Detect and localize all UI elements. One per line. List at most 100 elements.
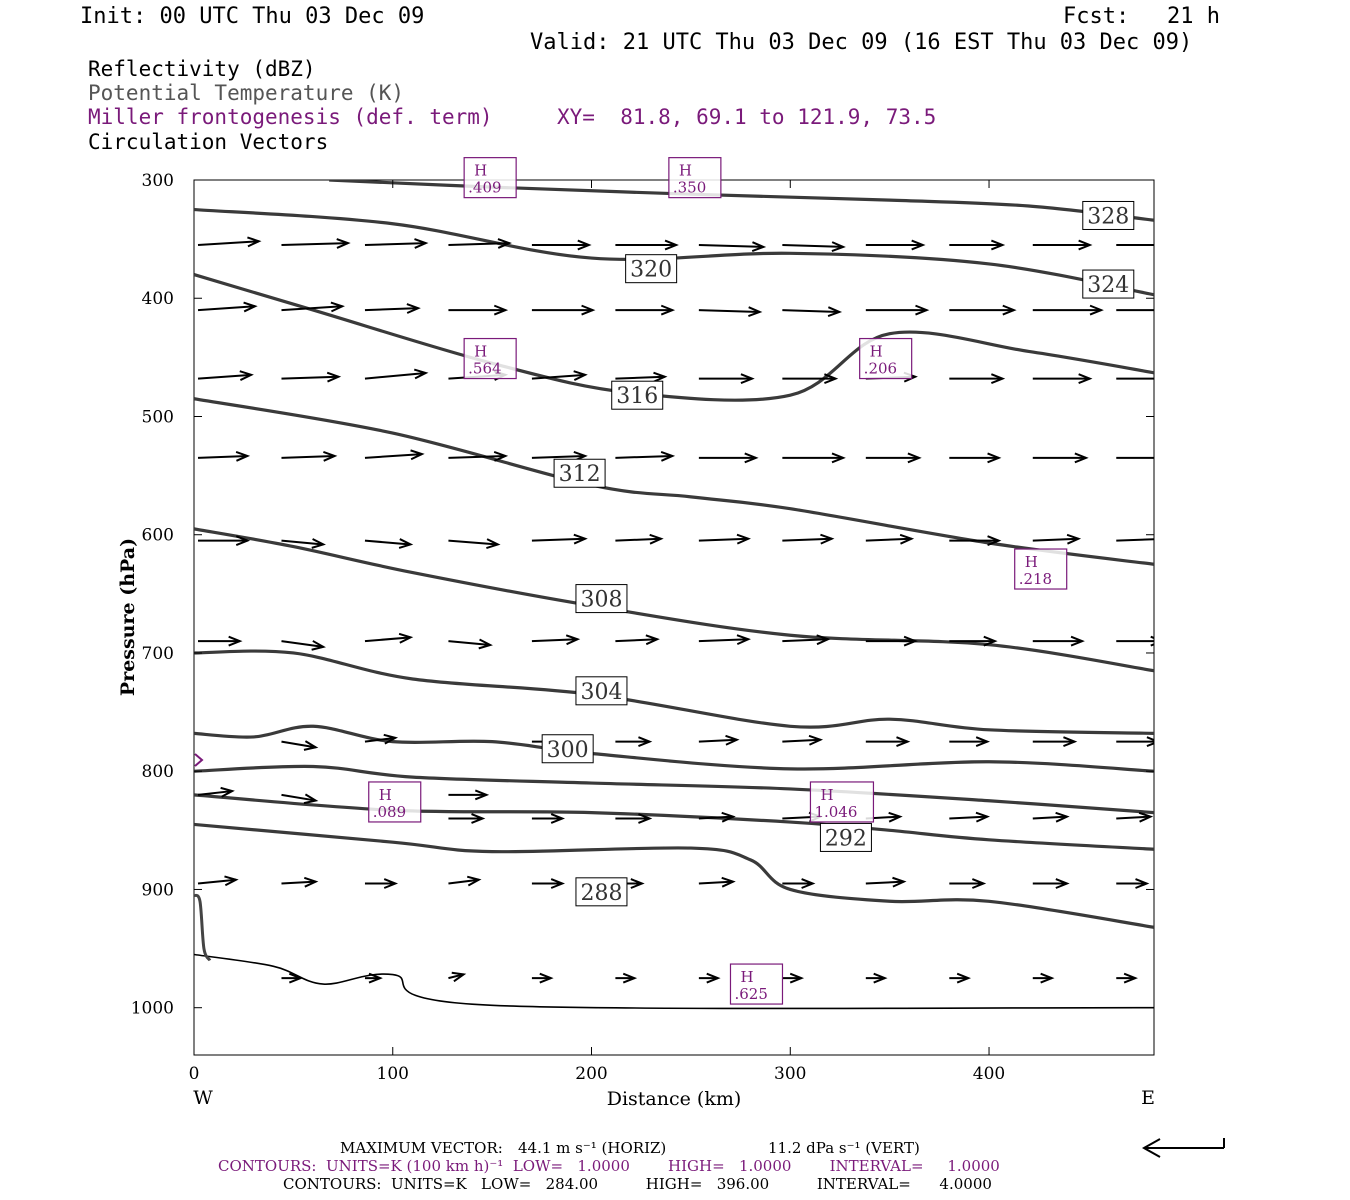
- circulation-vector-arrow: [698, 811, 736, 823]
- circulation-vector-arrow: [698, 241, 767, 252]
- frontogenesis-max-value: .625: [734, 985, 767, 1003]
- y-axis-label: Pressure (hPa): [117, 538, 139, 696]
- frontogenesis-max-value: .350: [673, 179, 706, 197]
- circulation-vector-arrow: [782, 878, 816, 889]
- circulation-vector-arrow: [782, 634, 831, 646]
- circulation-vector-arrow: [1116, 244, 1154, 247]
- frontogenesis-max-box: [668, 157, 722, 199]
- circulation-vector-arrow: [198, 635, 243, 647]
- circulation-vector-arrow: [448, 971, 467, 983]
- circulation-vector-arrow: [281, 238, 351, 249]
- theta-contour-label-box: [553, 458, 606, 488]
- circulation-vector-arrow: [698, 533, 751, 545]
- circulation-vector-arrow: [1032, 452, 1089, 464]
- circulation-vector-arrow: [448, 789, 490, 801]
- circulation-vector-arrow: [364, 972, 383, 984]
- circulation-vector-arrow: [531, 813, 566, 824]
- theta-contour-line: [194, 649, 1154, 735]
- circulation-vector-arrow: [531, 304, 596, 316]
- frontogenesis-max-box: [463, 337, 517, 380]
- circulation-vector-arrow: [949, 635, 998, 647]
- theta-contour-line: [194, 527, 1154, 673]
- vectors-field-label: Circulation Vectors: [88, 130, 329, 154]
- circulation-vector-arrow: [949, 239, 1006, 251]
- theta-contour-label: 324: [1087, 273, 1129, 298]
- theta-contour-label: 320: [630, 258, 672, 283]
- circulation-vector-arrow: [782, 533, 835, 545]
- theta-contour-label: 316: [616, 384, 658, 409]
- circulation-vector-arrow: [1116, 635, 1154, 647]
- left-edge-chevron-icon: [194, 753, 204, 767]
- circulation-vector-arrow: [615, 972, 638, 984]
- y-tick-label: 600: [142, 526, 174, 546]
- circulation-vector-arrow: [698, 634, 751, 646]
- theta-contour-label: 292: [825, 826, 867, 851]
- circulation-vector-arrow: [1116, 972, 1138, 984]
- theta-contour-label: 288: [580, 881, 622, 906]
- circulation-vector-arrow: [1032, 811, 1070, 823]
- circulation-vector-arrow: [949, 452, 1002, 464]
- circulation-vector-arrow: [949, 535, 1002, 547]
- circulation-vector-arrow: [197, 786, 235, 798]
- circulation-vector-arrow: [448, 813, 486, 824]
- theta-contour-line: [329, 180, 1154, 222]
- circulation-vector-arrow: [364, 368, 429, 380]
- circulation-vector-arrow: [197, 875, 239, 887]
- reflectivity-contour-line: [194, 893, 212, 962]
- circulation-vector-arrow: [197, 301, 258, 313]
- circulation-vector-arrow: [865, 736, 911, 748]
- circulation-vector-arrow: [698, 734, 740, 746]
- circulation-vector-arrow: [1032, 972, 1055, 984]
- circulation-vector-arrow: [531, 972, 554, 984]
- circulation-vector-arrow: [448, 304, 509, 316]
- circulation-vector-arrow: [197, 236, 262, 248]
- circulation-vector-arrow: [281, 876, 319, 888]
- circulation-vector-arrow: [865, 876, 907, 888]
- circulation-vector-arrow: [782, 241, 846, 252]
- circulation-vector-arrow: [281, 740, 319, 751]
- frontogenesis-max-label: H: [474, 343, 487, 361]
- x-tick-label: 300: [774, 1064, 806, 1084]
- reference-vector-icon: [1141, 1138, 1225, 1158]
- circulation-vector-arrow: [364, 878, 399, 889]
- circulation-vector-arrow: [1116, 309, 1154, 312]
- west-label: W: [193, 1087, 213, 1109]
- frontogenesis-contour-info: CONTOURS: UNITS=K (100 km h)⁻¹ LOW= 1.00…: [218, 1157, 1000, 1175]
- circulation-vector-arrow: [1032, 373, 1093, 385]
- frontogenesis-max-label: H: [1025, 553, 1038, 571]
- circulation-vector-arrow: [1116, 456, 1154, 459]
- circulation-vector-arrow: [1032, 635, 1085, 647]
- circulation-vector-arrow: [615, 239, 679, 251]
- frontogenesis-max-value: .089: [373, 803, 406, 821]
- theta-contour-label-box: [819, 822, 872, 852]
- frontogenesis-max-value: .409: [468, 179, 501, 197]
- theta-contour-label: 308: [580, 588, 622, 613]
- frontogenesis-max-label: H: [379, 786, 392, 804]
- theta-contour-label: 300: [547, 738, 589, 763]
- circulation-vector-arrow: [615, 533, 664, 545]
- circulation-vector-arrow: [281, 972, 304, 984]
- frontogenesis-max-label: H: [740, 968, 753, 986]
- circulation-vector-arrow: [448, 538, 501, 549]
- east-label: E: [1141, 1087, 1155, 1109]
- theta-contour-label-box: [541, 734, 594, 764]
- circulation-vector-arrow: [782, 306, 843, 317]
- circulation-vector-arrow: [865, 452, 922, 464]
- circulation-vector-arrow: [198, 535, 251, 547]
- y-tick-label: 800: [142, 762, 174, 782]
- circulation-vector-arrow: [865, 239, 926, 251]
- circulation-vector-arrow: [281, 793, 319, 805]
- circulation-vector-arrow: [698, 452, 759, 464]
- circulation-vector-arrow: [364, 303, 421, 314]
- circulation-vector-arrow: [531, 370, 588, 381]
- circulation-vector-arrow: [865, 304, 930, 316]
- theta-contour-label: 304: [580, 680, 622, 705]
- forecast-hour: 21 h: [1167, 4, 1220, 29]
- circulation-vector-arrow: [448, 875, 482, 887]
- circulation-vector-arrow: [1116, 811, 1154, 823]
- circulation-vector-arrow: [364, 449, 425, 461]
- frontogenesis-max-value: .564: [468, 360, 501, 378]
- circulation-vector-arrow: [949, 878, 987, 889]
- frontogenesis-max-box: [1014, 548, 1068, 590]
- circulation-vector-arrow: [531, 878, 566, 889]
